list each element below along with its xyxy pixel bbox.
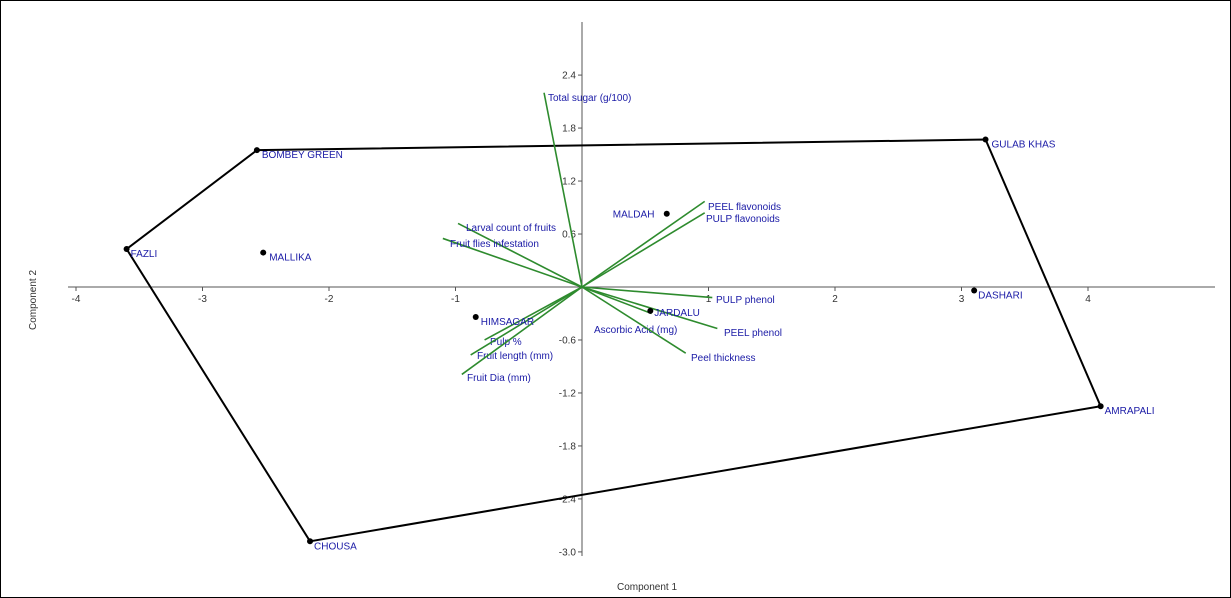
score-point xyxy=(1097,403,1104,410)
x-tick-label: -2 xyxy=(325,294,334,305)
point-label: CHOUSA xyxy=(314,541,357,552)
y-tick-label: -1.2 xyxy=(559,388,577,399)
score-points: BOMBEY GREEN GULAB KHAS FAZLI MALLIKA MALDAH… xyxy=(123,136,1155,552)
y-tick-label: -1.8 xyxy=(559,441,577,452)
convex-hull xyxy=(125,138,1103,543)
point-label: FAZLI xyxy=(131,249,158,260)
y-axis-label: Component 2 xyxy=(28,270,39,330)
y-tick-label: 0.6 xyxy=(562,230,576,241)
point-label: HIMSAGAR xyxy=(481,317,534,328)
y-tick-label: -3.0 xyxy=(559,547,577,558)
x-axis-label: Component 1 xyxy=(617,582,677,593)
y-tick-label: 2.4 xyxy=(562,71,576,82)
x-tick-label: -3 xyxy=(198,294,207,305)
y-tick-label: 1.8 xyxy=(562,124,576,135)
vector-label: Fruit length (mm) xyxy=(477,351,553,362)
score-point xyxy=(472,314,479,321)
x-ticks: -4 -3 -2 -1 1 2 3 4 xyxy=(72,287,1091,305)
point-label: GULAB KHAS xyxy=(992,140,1056,151)
score-point xyxy=(647,307,654,314)
x-tick-label: -4 xyxy=(72,294,81,305)
vector-label: Larval count of fruits xyxy=(466,223,556,234)
x-tick-label: 4 xyxy=(1085,294,1091,305)
vector-label: Peel thickness xyxy=(691,353,755,364)
vector-label: Total sugar (g/100) xyxy=(548,93,631,104)
vector-label: PEEL flavonoids xyxy=(708,202,781,213)
vector-label: PULP phenol xyxy=(716,295,775,306)
y-tick-label: 1.2 xyxy=(562,177,576,188)
x-tick-label: 3 xyxy=(959,294,965,305)
x-tick-label: 2 xyxy=(832,294,838,305)
score-point xyxy=(260,249,267,256)
loading-vector xyxy=(581,212,706,288)
vector-label: PEEL phenol xyxy=(724,328,782,339)
loading-vector xyxy=(470,286,583,356)
loading-vector xyxy=(461,286,583,376)
vector-label: Fruit flies infestation xyxy=(450,239,539,250)
loading-vector xyxy=(581,286,687,354)
x-tick-label: -1 xyxy=(451,294,460,305)
loading-vector xyxy=(442,237,583,288)
vector-label: PULP flavonoids xyxy=(706,214,780,225)
y-ticks: 2.4 1.8 1.2 0.6 -0.6 -1.2 -1.8 -2.4 -3.0 xyxy=(559,71,582,558)
score-point xyxy=(971,287,978,294)
loading-vector xyxy=(484,286,583,341)
point-label: BOMBEY GREEN xyxy=(262,150,343,161)
score-point xyxy=(982,136,989,143)
score-point xyxy=(307,538,314,545)
loading-vector xyxy=(581,286,713,299)
loading-vector xyxy=(581,286,718,330)
y-tick-label: -0.6 xyxy=(559,335,577,346)
point-label: JARDALU xyxy=(654,308,700,319)
score-point xyxy=(253,147,260,154)
point-label: DASHARI xyxy=(978,291,1022,302)
loading-vector xyxy=(581,200,706,288)
loading-vector xyxy=(581,286,652,315)
point-label: MALLIKA xyxy=(269,253,312,264)
y-tick-label: -2.4 xyxy=(559,494,577,505)
score-point xyxy=(663,210,670,217)
loading-vector xyxy=(543,92,583,288)
point-label: AMRAPALI xyxy=(1105,406,1155,417)
point-label: MALDAH xyxy=(613,210,655,221)
axes xyxy=(68,22,1215,556)
score-point xyxy=(123,246,130,253)
vector-label: Ascorbic Acid (mg) xyxy=(594,325,677,336)
vector-label: Fruit Dia (mm) xyxy=(467,373,531,384)
x-tick-label: 1 xyxy=(706,294,712,305)
loading-vector xyxy=(457,222,583,288)
hull-polygon xyxy=(125,138,1103,543)
